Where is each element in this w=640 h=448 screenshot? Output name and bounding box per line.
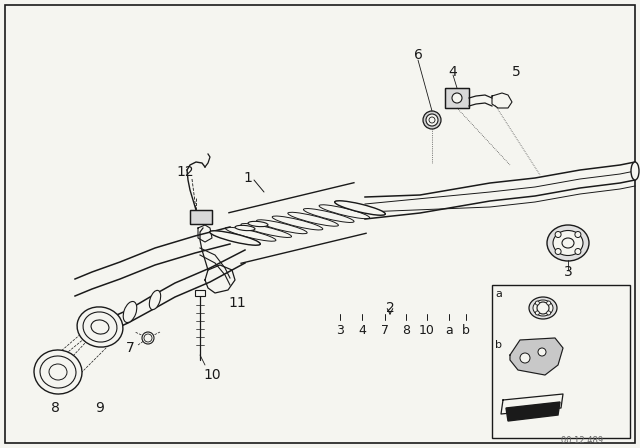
Ellipse shape bbox=[319, 205, 370, 219]
Circle shape bbox=[40, 359, 45, 365]
Ellipse shape bbox=[241, 224, 292, 237]
Circle shape bbox=[555, 232, 561, 237]
Circle shape bbox=[423, 111, 441, 129]
Circle shape bbox=[111, 334, 116, 339]
Ellipse shape bbox=[288, 212, 339, 226]
Ellipse shape bbox=[49, 364, 67, 380]
Ellipse shape bbox=[124, 302, 137, 323]
Ellipse shape bbox=[34, 350, 82, 394]
Ellipse shape bbox=[553, 231, 583, 255]
Ellipse shape bbox=[40, 356, 76, 388]
Circle shape bbox=[57, 352, 63, 358]
Ellipse shape bbox=[529, 297, 557, 319]
Circle shape bbox=[100, 310, 106, 315]
Circle shape bbox=[547, 311, 550, 315]
Ellipse shape bbox=[257, 220, 307, 234]
Circle shape bbox=[38, 376, 44, 382]
Text: 2: 2 bbox=[386, 301, 394, 315]
Polygon shape bbox=[198, 225, 212, 242]
Ellipse shape bbox=[335, 201, 385, 215]
Circle shape bbox=[72, 362, 78, 368]
Circle shape bbox=[54, 386, 59, 392]
Bar bbox=[195, 290, 205, 296]
Text: b: b bbox=[495, 340, 502, 350]
Circle shape bbox=[547, 301, 550, 305]
Ellipse shape bbox=[225, 227, 276, 241]
Text: 3: 3 bbox=[564, 265, 572, 279]
Text: 8: 8 bbox=[402, 323, 410, 336]
Text: 7: 7 bbox=[125, 341, 134, 355]
Circle shape bbox=[115, 319, 120, 324]
Circle shape bbox=[537, 302, 549, 314]
Text: a: a bbox=[445, 323, 453, 336]
Polygon shape bbox=[506, 402, 560, 421]
Text: a: a bbox=[495, 289, 502, 299]
Text: 11: 11 bbox=[228, 296, 246, 310]
Ellipse shape bbox=[77, 307, 123, 347]
Bar bbox=[492, 285, 630, 438]
Polygon shape bbox=[492, 93, 512, 108]
Ellipse shape bbox=[631, 162, 639, 180]
Circle shape bbox=[81, 330, 86, 335]
Polygon shape bbox=[205, 265, 235, 293]
Circle shape bbox=[535, 301, 540, 305]
Ellipse shape bbox=[91, 320, 109, 334]
Circle shape bbox=[575, 232, 581, 237]
Bar bbox=[445, 88, 469, 108]
Text: 3: 3 bbox=[336, 323, 344, 336]
Text: 10: 10 bbox=[419, 323, 435, 336]
Text: b: b bbox=[462, 323, 470, 336]
Text: 1: 1 bbox=[244, 171, 252, 185]
Ellipse shape bbox=[235, 225, 255, 231]
Circle shape bbox=[142, 332, 154, 344]
Bar bbox=[190, 210, 212, 224]
Ellipse shape bbox=[547, 225, 589, 261]
Circle shape bbox=[575, 249, 581, 254]
Ellipse shape bbox=[533, 300, 553, 316]
Polygon shape bbox=[510, 338, 563, 375]
Ellipse shape bbox=[210, 231, 260, 245]
Text: 4: 4 bbox=[449, 65, 458, 79]
Circle shape bbox=[452, 93, 462, 103]
Bar bbox=[445, 88, 469, 108]
Circle shape bbox=[555, 249, 561, 254]
Text: 4: 4 bbox=[358, 323, 366, 336]
Ellipse shape bbox=[335, 201, 385, 215]
Circle shape bbox=[535, 311, 540, 315]
Ellipse shape bbox=[272, 216, 323, 230]
Bar bbox=[190, 210, 212, 224]
Circle shape bbox=[426, 114, 438, 126]
Text: 6: 6 bbox=[413, 48, 422, 62]
Ellipse shape bbox=[83, 312, 117, 342]
Circle shape bbox=[94, 339, 99, 344]
Text: 00 12 489: 00 12 489 bbox=[561, 435, 603, 444]
Text: 8: 8 bbox=[51, 401, 60, 415]
Text: 7: 7 bbox=[381, 323, 389, 336]
Ellipse shape bbox=[303, 208, 354, 223]
Circle shape bbox=[84, 315, 89, 320]
Text: 9: 9 bbox=[95, 401, 104, 415]
Text: 5: 5 bbox=[511, 65, 520, 79]
Circle shape bbox=[520, 353, 530, 363]
Text: 10: 10 bbox=[203, 368, 221, 382]
Ellipse shape bbox=[248, 221, 268, 227]
Ellipse shape bbox=[149, 290, 161, 310]
Text: 12: 12 bbox=[176, 165, 194, 179]
Ellipse shape bbox=[210, 231, 260, 245]
Circle shape bbox=[538, 348, 546, 356]
Circle shape bbox=[71, 379, 76, 384]
